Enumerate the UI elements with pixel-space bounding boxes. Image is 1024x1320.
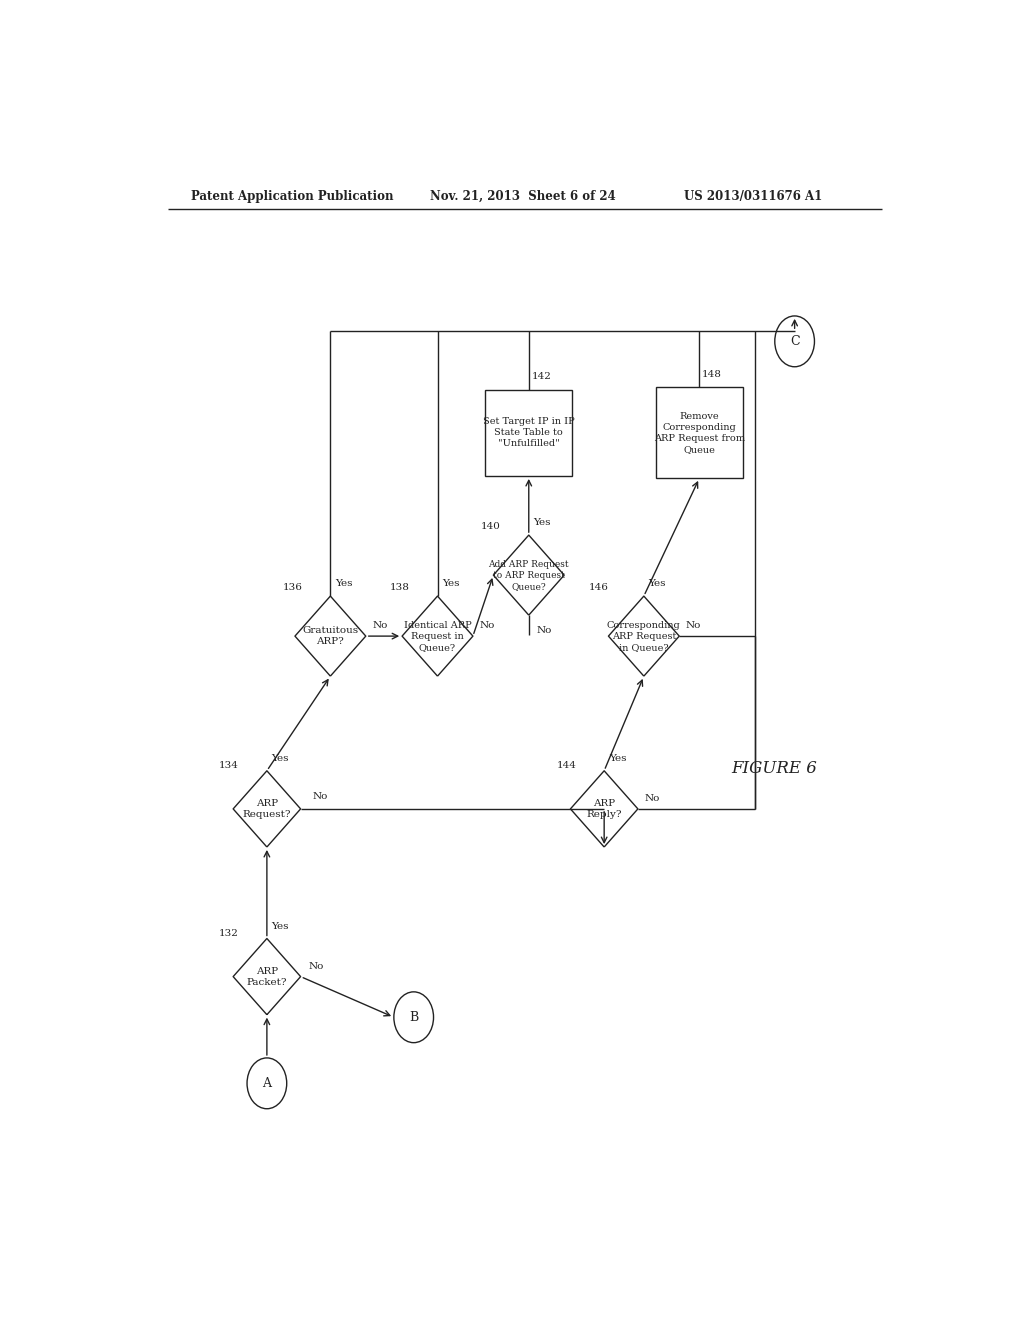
Polygon shape bbox=[233, 771, 301, 847]
Text: 134: 134 bbox=[219, 762, 240, 771]
Text: Yes: Yes bbox=[534, 519, 551, 528]
Text: 136: 136 bbox=[283, 583, 303, 593]
Polygon shape bbox=[295, 597, 366, 676]
Text: Corresponding
ARP Request
in Queue?: Corresponding ARP Request in Queue? bbox=[607, 620, 681, 652]
Text: Remove
Corresponding
ARP Request from
Queue: Remove Corresponding ARP Request from Qu… bbox=[654, 412, 744, 454]
Text: Gratuitous
ARP?: Gratuitous ARP? bbox=[302, 626, 358, 647]
Text: Yes: Yes bbox=[271, 754, 289, 763]
Text: No: No bbox=[537, 626, 552, 635]
Text: No: No bbox=[312, 792, 328, 801]
Text: No: No bbox=[686, 622, 701, 631]
Text: Yes: Yes bbox=[648, 579, 666, 589]
Text: Add ARP Request
to ARP Request
Queue?: Add ARP Request to ARP Request Queue? bbox=[488, 560, 569, 591]
Text: B: B bbox=[409, 1011, 419, 1024]
Polygon shape bbox=[494, 535, 564, 615]
Text: C: C bbox=[790, 335, 800, 348]
Polygon shape bbox=[570, 771, 638, 847]
Text: No: No bbox=[372, 622, 387, 631]
Text: 138: 138 bbox=[390, 583, 410, 593]
Text: A: A bbox=[262, 1077, 271, 1090]
Text: Yes: Yes bbox=[442, 579, 460, 589]
Text: 140: 140 bbox=[481, 523, 501, 532]
Bar bbox=[655, 388, 743, 478]
Text: 132: 132 bbox=[219, 929, 240, 939]
Text: ARP
Packet?: ARP Packet? bbox=[247, 966, 287, 986]
Text: ARP
Request?: ARP Request? bbox=[243, 799, 291, 818]
Text: Yes: Yes bbox=[271, 921, 289, 931]
Bar bbox=[485, 389, 572, 477]
Polygon shape bbox=[608, 597, 679, 676]
Text: Yes: Yes bbox=[335, 579, 352, 589]
Text: Nov. 21, 2013  Sheet 6 of 24: Nov. 21, 2013 Sheet 6 of 24 bbox=[430, 190, 615, 202]
Polygon shape bbox=[402, 597, 473, 676]
Text: Identical ARP
Request in
Queue?: Identical ARP Request in Queue? bbox=[403, 620, 471, 652]
Text: No: No bbox=[644, 795, 659, 804]
Text: 144: 144 bbox=[557, 762, 577, 771]
Text: FIGURE 6: FIGURE 6 bbox=[731, 760, 817, 776]
Text: 146: 146 bbox=[588, 583, 608, 593]
Text: 142: 142 bbox=[531, 372, 552, 381]
Text: No: No bbox=[479, 622, 495, 631]
Text: Patent Application Publication: Patent Application Publication bbox=[191, 190, 394, 202]
Text: ARP
Reply?: ARP Reply? bbox=[587, 799, 622, 818]
Text: US 2013/0311676 A1: US 2013/0311676 A1 bbox=[684, 190, 822, 202]
Text: No: No bbox=[308, 962, 324, 972]
Text: Set Target IP in IP
State Table to
"Unfulfilled": Set Target IP in IP State Table to "Unfu… bbox=[483, 417, 574, 449]
Text: 148: 148 bbox=[701, 371, 722, 379]
Text: Yes: Yes bbox=[609, 754, 627, 763]
Polygon shape bbox=[233, 939, 301, 1015]
